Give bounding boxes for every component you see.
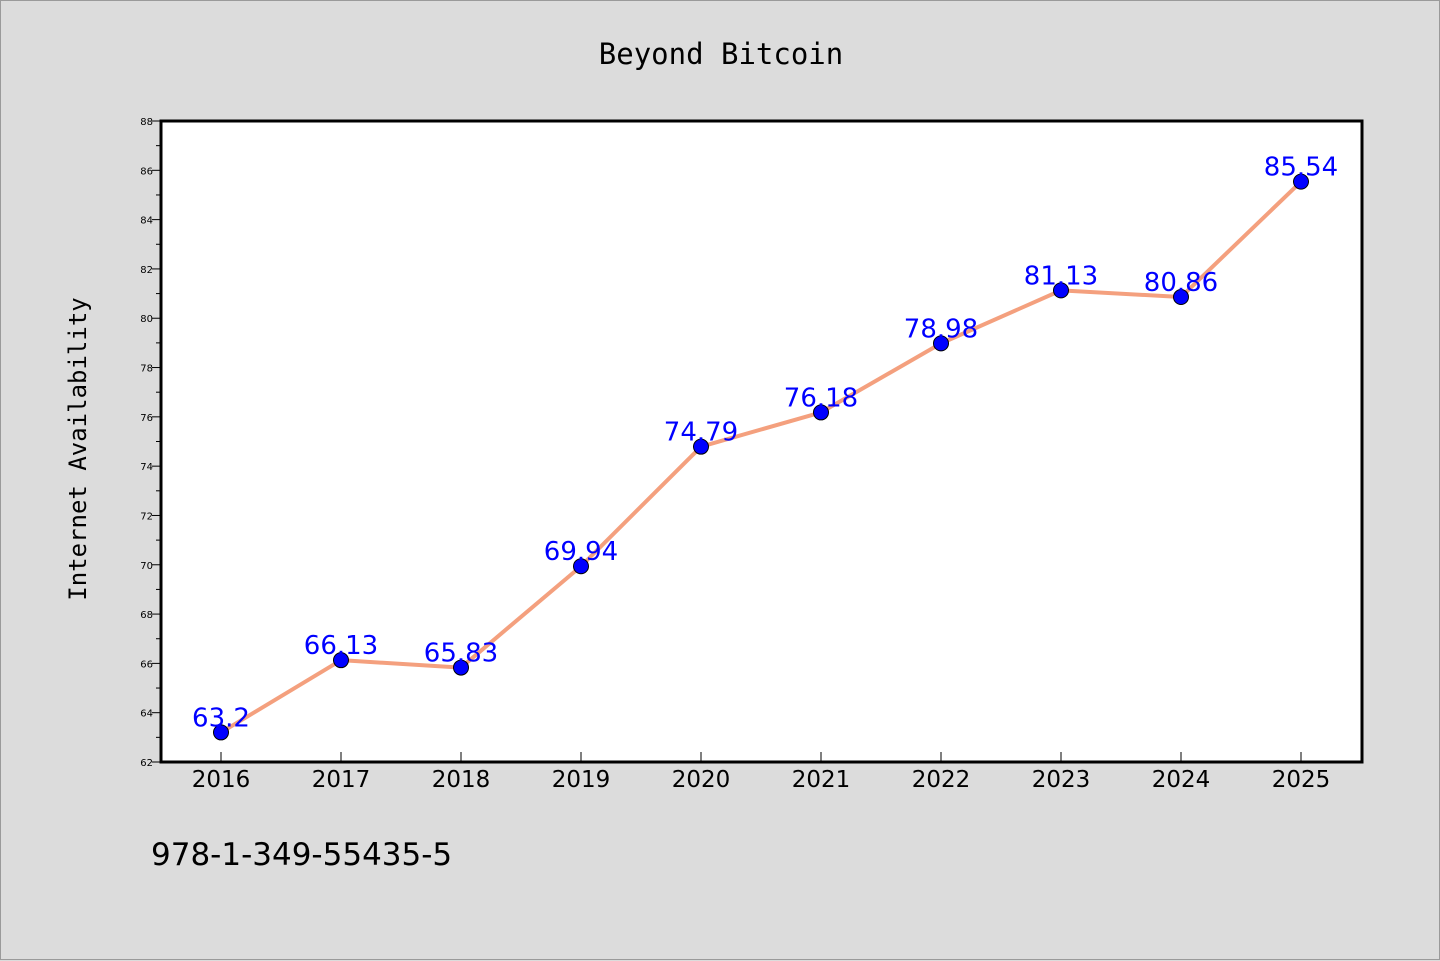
y-axis: 62 64 66 68 70 72 74 76 78 80 82 84 86 88 bbox=[140, 117, 161, 769]
y-tick-label: 62 bbox=[140, 758, 153, 769]
x-tick-label: 2016 bbox=[192, 767, 251, 793]
data-point bbox=[693, 438, 709, 455]
data-point bbox=[213, 724, 229, 741]
y-tick-label: 72 bbox=[140, 511, 153, 522]
data-point bbox=[1053, 282, 1069, 299]
x-tick-label: 2024 bbox=[1152, 767, 1211, 793]
data-label: 76.18 bbox=[784, 383, 858, 413]
data-point bbox=[333, 652, 349, 669]
isbn-label: 978-1-349-55435-5 bbox=[151, 837, 452, 873]
data-labels-group: 63.2 66.13 65.83 69.94 74.79 76.18 78.98 81.13 8… bbox=[192, 153, 1338, 734]
chart-title: Beyond Bitcoin bbox=[599, 37, 843, 71]
x-axis: 2016 2017 2018 2019 2020 2021 2022 2023 2024 2025 bbox=[192, 752, 1331, 793]
y-tick-label: 80 bbox=[140, 314, 153, 325]
data-point bbox=[1293, 173, 1309, 190]
data-label: 80.86 bbox=[1144, 268, 1218, 298]
data-point bbox=[1173, 289, 1189, 306]
data-label: 63.2 bbox=[192, 703, 250, 733]
y-tick-label: 78 bbox=[140, 364, 153, 375]
x-tick-label: 2017 bbox=[312, 767, 371, 793]
y-tick-label: 70 bbox=[140, 561, 153, 572]
y-tick-label: 66 bbox=[140, 659, 153, 670]
y-axis-label: Internet Availability bbox=[64, 297, 92, 600]
plot-area bbox=[159, 119, 1364, 764]
data-label: 81.13 bbox=[1024, 261, 1098, 291]
series-line bbox=[219, 180, 1303, 735]
data-point bbox=[573, 558, 589, 575]
y-tick-label: 68 bbox=[140, 610, 153, 621]
y-tick-label: 64 bbox=[140, 709, 153, 720]
y-tick-label: 88 bbox=[140, 117, 153, 128]
data-point bbox=[453, 659, 469, 676]
y-tick-label: 84 bbox=[140, 216, 153, 227]
data-label: 85.54 bbox=[1264, 153, 1338, 183]
series-group bbox=[213, 173, 1309, 741]
data-label: 65.83 bbox=[424, 639, 498, 669]
x-tick-label: 2018 bbox=[432, 767, 491, 793]
data-label: 66.13 bbox=[304, 631, 378, 661]
x-tick-label: 2023 bbox=[1032, 767, 1091, 793]
y-tick-label: 82 bbox=[140, 265, 153, 276]
data-label: 78.98 bbox=[904, 314, 978, 344]
y-tick-label: 86 bbox=[140, 166, 153, 177]
y-tick-label: 76 bbox=[140, 413, 153, 424]
x-tick-label: 2021 bbox=[792, 767, 851, 793]
data-label: 69.94 bbox=[544, 537, 618, 567]
data-label: 74.79 bbox=[664, 418, 738, 448]
x-tick-label: 2019 bbox=[552, 767, 611, 793]
data-point bbox=[933, 335, 949, 352]
x-tick-label: 2022 bbox=[912, 767, 971, 793]
x-tick-label: 2020 bbox=[672, 767, 731, 793]
y-tick-label: 74 bbox=[140, 462, 153, 473]
data-point bbox=[813, 404, 829, 421]
x-tick-label: 2025 bbox=[1272, 767, 1331, 793]
